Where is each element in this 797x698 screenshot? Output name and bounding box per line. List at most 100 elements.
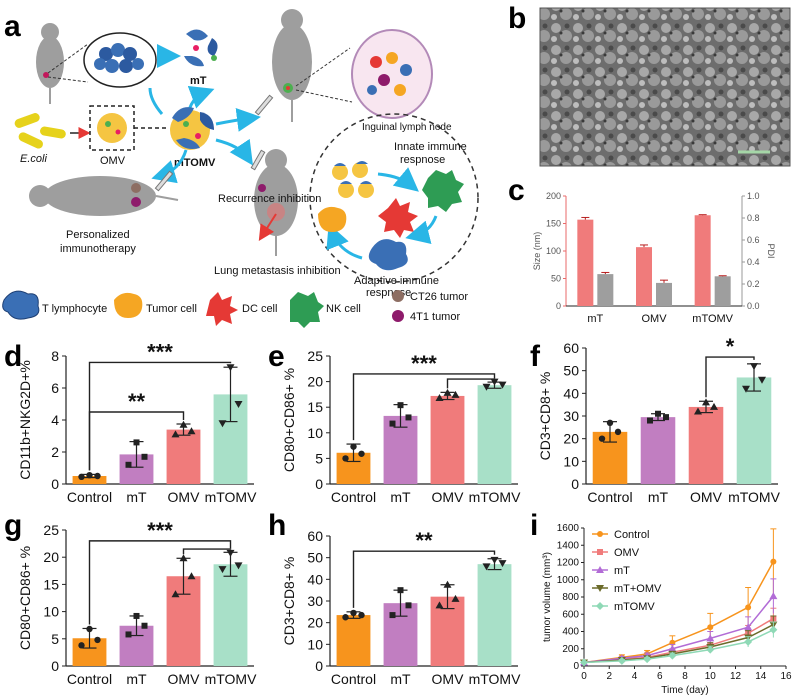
data-point bbox=[758, 376, 766, 384]
y-tick-label: 20 bbox=[307, 615, 323, 631]
data-point bbox=[663, 414, 669, 421]
significance-bracket bbox=[705, 356, 755, 398]
data-point bbox=[750, 363, 758, 371]
data-point bbox=[171, 430, 180, 438]
data-point bbox=[742, 385, 750, 393]
x-tick-label: mTOMV bbox=[469, 671, 522, 687]
x-tick-label: mT bbox=[126, 671, 147, 687]
data-point bbox=[218, 566, 227, 574]
ecoli-icon bbox=[14, 113, 66, 149]
bar-omv bbox=[166, 429, 201, 484]
x-tick-label: 0 bbox=[581, 671, 587, 682]
data-point bbox=[647, 417, 653, 424]
tumor-cell-icon bbox=[318, 206, 347, 232]
mouse-icon-right bbox=[272, 9, 312, 122]
legend-4t1-icon bbox=[392, 310, 404, 322]
y-tick-label: 5 bbox=[315, 450, 323, 466]
x-tick-label: Control bbox=[331, 489, 376, 505]
legend-label: mT bbox=[614, 565, 630, 577]
x-tick-label: mT bbox=[390, 489, 411, 505]
data-point bbox=[125, 461, 132, 468]
label-ecoli: E.coli bbox=[20, 153, 47, 165]
y-tick-label-left: 200 bbox=[546, 191, 561, 201]
y-tick-label-right: 0.6 bbox=[747, 235, 760, 245]
x-tick-label: OMV bbox=[432, 671, 465, 687]
y-tick-label-right: 0.4 bbox=[747, 257, 760, 267]
data-point bbox=[389, 612, 396, 619]
data-point bbox=[580, 658, 588, 667]
series-line-mt+omv bbox=[583, 623, 774, 664]
data-point bbox=[482, 383, 491, 391]
data-point bbox=[141, 453, 148, 460]
data-point bbox=[770, 558, 777, 565]
data-point bbox=[234, 562, 243, 570]
legend-ct26-icon bbox=[392, 290, 404, 302]
y-axis-title-right: PDI bbox=[766, 243, 776, 258]
data-point bbox=[490, 556, 499, 564]
bar-mtomv bbox=[477, 564, 512, 666]
mt-fragments-icon bbox=[184, 29, 218, 67]
data-point bbox=[234, 401, 243, 408]
omv-icon bbox=[97, 113, 127, 143]
bar-size bbox=[694, 215, 711, 306]
significance-bracket bbox=[352, 373, 496, 441]
data-point bbox=[179, 554, 188, 562]
y-tick-label: 30 bbox=[563, 408, 579, 424]
mouse-icon-bottom bbox=[29, 176, 179, 216]
y-tick-label-left: 100 bbox=[546, 246, 561, 256]
legend-marker bbox=[597, 531, 603, 537]
y-tick-label: 60 bbox=[307, 528, 323, 544]
data-point bbox=[435, 601, 444, 609]
x-tick-label: 4 bbox=[632, 671, 638, 682]
y-tick-label: 30 bbox=[307, 593, 323, 609]
bar-pdi bbox=[656, 282, 672, 306]
panel-label-h: h bbox=[268, 509, 286, 542]
data-point bbox=[78, 642, 85, 649]
data-point bbox=[745, 604, 752, 611]
data-point bbox=[358, 450, 365, 457]
panel-label-d: d bbox=[4, 340, 22, 373]
data-point bbox=[482, 563, 491, 571]
data-point bbox=[643, 655, 652, 664]
label-adaptive-2: respnose bbox=[366, 287, 411, 299]
significance-bracket bbox=[88, 411, 185, 471]
bar-control bbox=[72, 476, 107, 484]
label-innate-2: respnose bbox=[400, 154, 445, 166]
y-tick-label-right: 1.0 bbox=[747, 191, 760, 201]
significance-label: ** bbox=[415, 528, 433, 553]
data-point bbox=[86, 625, 93, 633]
x-tick-label: 12 bbox=[730, 671, 742, 682]
x-tick-label: mTOMV bbox=[728, 489, 781, 505]
y-tick-label: 0 bbox=[573, 661, 579, 672]
y-axis-title: CD80+CD86+ % bbox=[281, 368, 297, 472]
legend-t-lymphocyte-icon bbox=[2, 290, 40, 320]
data-point bbox=[668, 644, 677, 652]
data-point bbox=[397, 402, 404, 409]
x-tick-label: mT bbox=[126, 489, 147, 505]
syringe-icon bbox=[254, 94, 274, 116]
y-tick-label: 40 bbox=[563, 385, 579, 401]
immune-cycle bbox=[309, 113, 479, 283]
y-tick-label: 1400 bbox=[557, 540, 580, 551]
bar-omv bbox=[688, 406, 724, 484]
tem-image bbox=[539, 7, 791, 167]
y-tick-label: 0 bbox=[315, 658, 323, 674]
data-point bbox=[498, 381, 507, 389]
tumor-cluster-icon bbox=[83, 32, 157, 88]
significance-label: *** bbox=[411, 351, 437, 376]
significance-bracket bbox=[182, 548, 232, 555]
x-tick-label: 14 bbox=[755, 671, 767, 682]
data-point bbox=[744, 637, 753, 646]
legend-marker bbox=[596, 585, 604, 592]
panel-label-e: e bbox=[268, 340, 285, 373]
y-tick-label-right: 0.8 bbox=[747, 213, 760, 223]
bar-size bbox=[636, 247, 652, 306]
y-tick-label-left: 0 bbox=[556, 301, 561, 311]
legend-dc-cell: DC cell bbox=[242, 303, 277, 315]
legend-label: mTOMV bbox=[614, 601, 655, 613]
y-tick-label: 50 bbox=[563, 363, 579, 379]
data-point bbox=[187, 427, 196, 435]
x-tick-label: 8 bbox=[682, 671, 688, 682]
